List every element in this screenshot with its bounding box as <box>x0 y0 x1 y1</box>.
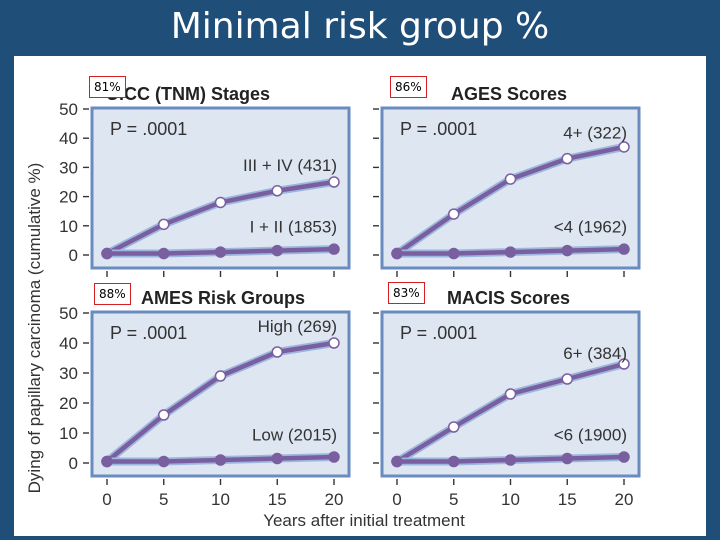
x-tick-label: 15 <box>558 490 577 509</box>
plot-area-ames-risk-groups <box>90 310 351 478</box>
p-value: P = .0001 <box>110 323 187 343</box>
data-point <box>214 370 227 382</box>
chart-title-ames-risk-groups: AMES Risk Groups <box>141 288 305 308</box>
data-point <box>328 451 340 463</box>
data-point <box>504 388 517 400</box>
series-label-4-1962: <4 (1962) <box>554 218 627 237</box>
x-tick-label: 20 <box>615 490 634 509</box>
plot-area-ages-scores <box>380 106 641 270</box>
x-tick-label: 20 <box>325 490 344 509</box>
badge-ames: 88% <box>94 283 131 305</box>
data-point <box>158 409 170 421</box>
data-point <box>158 455 170 468</box>
data-point <box>158 247 170 260</box>
data-point <box>561 244 573 257</box>
badge-macis: 83% <box>388 282 425 304</box>
y-tick-label: 30 <box>59 158 78 177</box>
y-tick-label: 10 <box>59 424 78 443</box>
series-label-high-269: High (269) <box>258 317 337 336</box>
y-tick-label: 10 <box>59 217 78 236</box>
y-axis-label: Dying of papillary carcinoma (cumulative… <box>25 163 44 494</box>
y-tick-label: 20 <box>59 394 78 413</box>
badge-uicc: 81% <box>89 76 126 98</box>
data-point <box>214 454 227 466</box>
series-label-iii-iv-431: III + IV (431) <box>243 156 337 175</box>
data-point <box>618 141 630 153</box>
data-point <box>214 246 227 258</box>
data-point <box>504 173 517 185</box>
y-tick-label: 30 <box>59 364 78 383</box>
data-point <box>504 246 517 258</box>
chart-title-ages-scores: AGES Scores <box>451 84 567 104</box>
data-point <box>448 421 460 433</box>
data-point <box>158 218 170 231</box>
y-tick-label: 40 <box>59 129 78 148</box>
data-point <box>328 176 340 188</box>
chart-title-uicc-tnm-stages: UICC (TNM) Stages <box>106 84 270 104</box>
p-value: P = .0001 <box>400 119 477 139</box>
x-tick-label: 0 <box>392 490 401 509</box>
series-label-low-2015: Low (2015) <box>252 426 337 445</box>
data-point <box>391 455 403 468</box>
p-value: P = .0001 <box>400 323 477 343</box>
chart-title-macis-scores: MACIS Scores <box>447 288 570 308</box>
data-point <box>271 244 283 257</box>
data-point <box>328 243 340 255</box>
data-point <box>504 454 517 466</box>
x-tick-label: 10 <box>501 490 520 509</box>
data-point <box>618 451 630 463</box>
series-label-i-ii-1853: I + II (1853) <box>250 218 337 237</box>
data-point <box>448 247 460 260</box>
y-tick-label: 20 <box>59 188 78 207</box>
data-point <box>271 452 283 465</box>
data-point <box>271 185 283 197</box>
data-point <box>101 247 113 260</box>
y-tick-label: 50 <box>59 304 78 323</box>
data-point <box>561 452 573 465</box>
y-tick-label: 0 <box>69 454 78 473</box>
data-point <box>271 346 283 358</box>
data-point <box>448 455 460 468</box>
series-label-6-384: 6+ (384) <box>563 344 627 363</box>
data-point <box>328 337 340 349</box>
y-tick-label: 0 <box>69 246 78 265</box>
chart-panel: 0 10 20 30 40 50 UICC (TNM) Stages P = .0001 III… <box>14 56 706 536</box>
p-value: P = .0001 <box>110 119 187 139</box>
badge-ages: 86% <box>390 76 427 98</box>
series-label-4-322: 4+ (322) <box>563 124 627 143</box>
data-point <box>391 247 403 260</box>
x-tick-label: 5 <box>159 490 168 509</box>
y-tick-label: 50 <box>59 100 78 119</box>
y-tick-label: 40 <box>59 334 78 353</box>
x-tick-label: 15 <box>268 490 287 509</box>
data-point <box>618 243 630 255</box>
x-tick-label: 0 <box>102 490 111 509</box>
slide-title: Minimal risk group % <box>170 6 550 47</box>
data-point <box>101 455 113 468</box>
data-point <box>448 208 460 220</box>
x-tick-label: 10 <box>211 490 230 509</box>
data-point <box>561 373 573 385</box>
data-point <box>618 358 630 370</box>
series-label-6-1900: <6 (1900) <box>554 426 627 445</box>
x-tick-label: 5 <box>449 490 458 509</box>
data-point <box>561 152 573 165</box>
data-point <box>214 196 227 209</box>
x-axis-label: Years after initial treatment <box>263 511 465 530</box>
